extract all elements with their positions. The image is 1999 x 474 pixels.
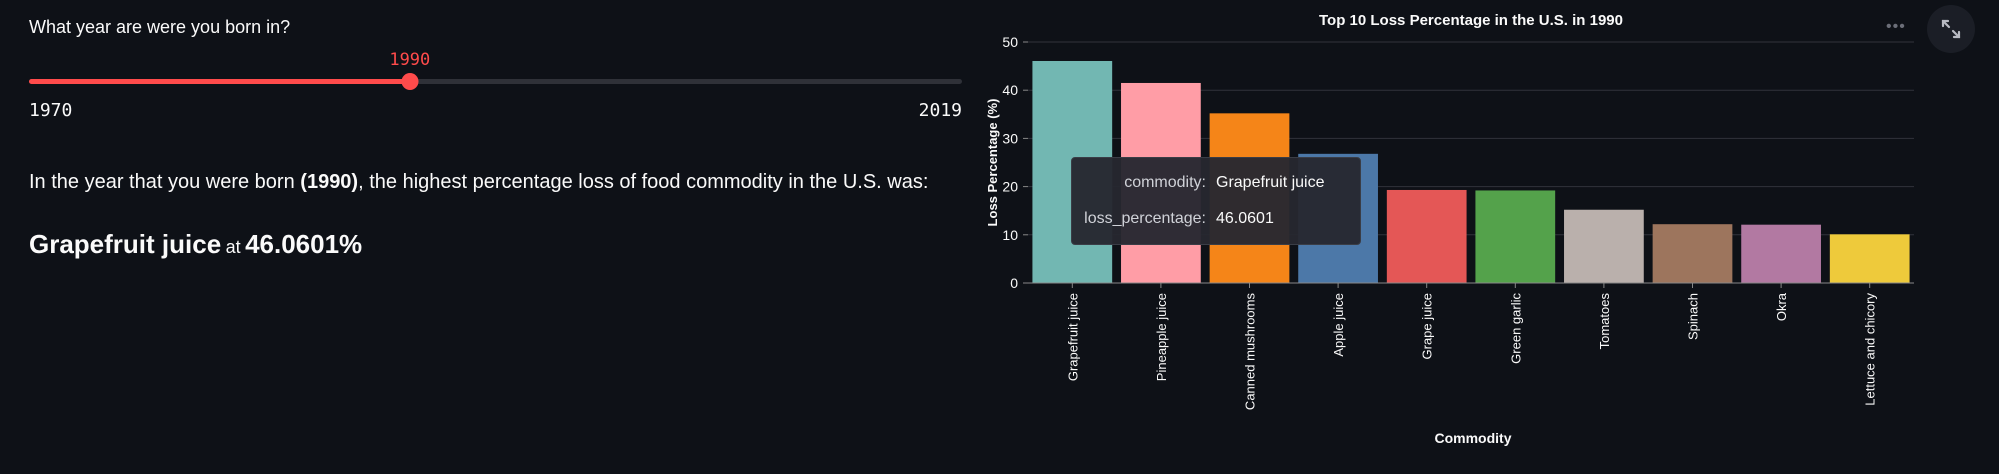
y-tick-label-10: 10 [1002, 227, 1018, 243]
slider-value: 1990 [389, 50, 431, 70]
left-column: What year are were you born in? 1990 197… [29, 0, 962, 474]
slider-max-label: 2019 [918, 100, 962, 121]
y-tick-label-20: 20 [1002, 179, 1018, 195]
x-tick-label-4: Grape juice [1420, 293, 1435, 359]
bar-green-garlic[interactable] [1475, 190, 1556, 283]
bar-okra[interactable] [1741, 224, 1821, 283]
tooltip-commodity-value: Grapefruit juice [1216, 174, 1325, 191]
x-tick-label-7: Spinach [1686, 293, 1701, 340]
y-axis-label: Loss Percentage (%) [985, 99, 1000, 227]
x-tick-label-6: Tomatoes [1597, 293, 1612, 350]
x-axis-label: Commodity [1435, 430, 1512, 446]
tooltip-commodity-key: commodity: [1124, 174, 1206, 191]
y-tick-label-40: 40 [1002, 82, 1018, 98]
result-headline: Grapefruit juice at 46.0601% [29, 229, 362, 260]
x-tick-label-2: Canned mushrooms [1243, 293, 1258, 411]
result-sentence: In the year that you were born (1990), t… [29, 171, 928, 194]
slider-thumb[interactable] [401, 73, 419, 90]
year-slider[interactable] [29, 73, 962, 90]
sentence-prefix: In the year that you were born [29, 171, 301, 193]
y-tick-label-30: 30 [1002, 130, 1018, 146]
tooltip-loss-value: 46.0601 [1216, 210, 1274, 227]
y-tick-label-50: 50 [1002, 34, 1018, 50]
tooltip-loss-key: loss_percentage: [1084, 210, 1206, 227]
chart-tooltip: commodity: Grapefruit juice loss_percent… [1071, 157, 1361, 245]
x-tick-label-0: Grapefruit juice [1065, 293, 1080, 381]
sentence-year: (1990) [300, 171, 359, 193]
slider-fill [29, 79, 410, 84]
sentence-suffix: , the highest percentage loss of food co… [358, 171, 929, 193]
bar-spinach[interactable] [1652, 224, 1733, 283]
expand-icon [1941, 19, 1961, 39]
x-tick-label-1: Pineapple juice [1154, 293, 1169, 381]
result-percentage: 46.0601% [245, 229, 363, 259]
bar-lettuce-and-chicory[interactable] [1829, 234, 1910, 283]
x-tick-label-3: Apple juice [1331, 293, 1346, 357]
bar-grape-juice[interactable] [1386, 189, 1467, 283]
x-tick-label-9: Lettuce and chicory [1863, 293, 1878, 406]
y-tick-label-0: 0 [1010, 275, 1018, 291]
x-tick-label-8: Okra [1774, 292, 1789, 321]
slider-label: What year are were you born in? [29, 17, 291, 37]
result-commodity: Grapefruit juice [29, 229, 222, 259]
more-dots-icon[interactable]: ••• [1886, 18, 1906, 35]
bar-tomatoes[interactable] [1564, 209, 1644, 283]
chart-title: Top 10 Loss Percentage in the U.S. in 19… [1319, 12, 1623, 29]
result-at-word: at [225, 237, 241, 257]
fullscreen-button[interactable] [1927, 5, 1975, 53]
slider-min-label: 1970 [29, 100, 73, 121]
x-tick-label-5: Green garlic [1508, 293, 1523, 364]
